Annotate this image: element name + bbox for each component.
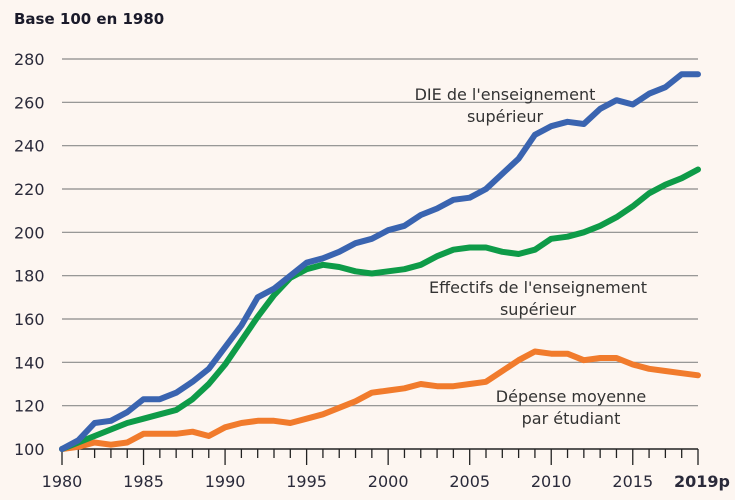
- y-tick-label: 220: [14, 180, 45, 199]
- series-label: DIE de l'enseignement: [415, 85, 596, 104]
- y-axis-label: Base 100 en 1980: [14, 10, 165, 28]
- y-tick-label: 200: [14, 223, 45, 242]
- y-tick-label: 100: [14, 440, 45, 459]
- x-tick-label: 2010: [531, 472, 572, 491]
- y-tick-labels: 100 120 140 160 180 200 220 240 260 280: [14, 50, 45, 459]
- x-tick-label: 1985: [123, 472, 164, 491]
- x-tick-label: 2005: [449, 472, 490, 491]
- series-line: [59, 348, 701, 452]
- x-tick-label: 1995: [286, 472, 327, 491]
- y-tick-label: 260: [14, 93, 45, 112]
- series-label: Dépense moyenne: [496, 387, 646, 406]
- series-label: par étudiant: [522, 409, 621, 428]
- series-lines: [59, 71, 701, 452]
- x-tick-label: 2000: [368, 472, 409, 491]
- x-tick-label: 2015: [612, 472, 653, 491]
- series-line: [59, 71, 701, 452]
- series-label: Effectifs de l'enseignement: [429, 278, 647, 297]
- x-tick-label: 1990: [205, 472, 246, 491]
- y-tick-label: 280: [14, 50, 45, 69]
- y-tick-label: 180: [14, 267, 45, 286]
- series-label: supérieur: [500, 300, 576, 319]
- y-tick-label: 160: [14, 310, 45, 329]
- y-tick-label: 240: [14, 137, 45, 156]
- x-axis: 1980 1985 1990 1995 2000 2005 2010 2015 2019p: [42, 448, 730, 491]
- y-tick-label: 120: [14, 397, 45, 416]
- series-line: [59, 166, 701, 452]
- series-labels: DIE de l'enseignement supérieur Effectifs …: [415, 85, 647, 428]
- x-tick-label: 2019p: [674, 472, 730, 491]
- y-tick-label: 140: [14, 353, 45, 372]
- series-label: supérieur: [467, 107, 543, 126]
- x-tick-label: 1980: [42, 472, 83, 491]
